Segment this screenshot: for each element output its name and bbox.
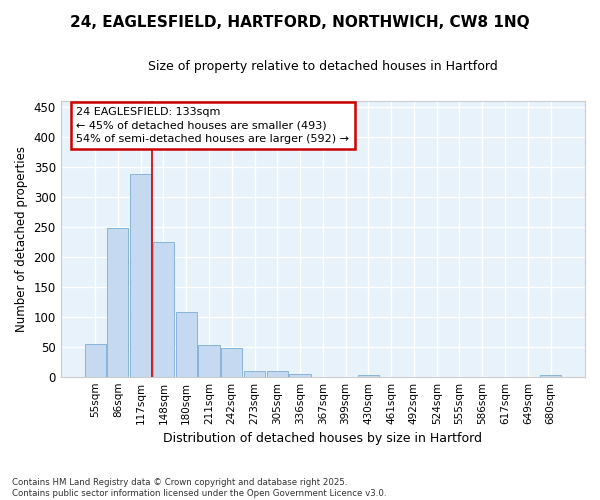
Bar xyxy=(358,375,379,376)
Bar xyxy=(153,242,174,376)
Bar xyxy=(221,348,242,376)
Bar xyxy=(199,345,220,376)
Bar xyxy=(244,370,265,376)
Bar xyxy=(107,228,128,376)
Bar xyxy=(266,370,288,376)
Bar xyxy=(289,374,311,376)
X-axis label: Distribution of detached houses by size in Hartford: Distribution of detached houses by size … xyxy=(163,432,482,445)
Text: 24, EAGLESFIELD, HARTFORD, NORTHWICH, CW8 1NQ: 24, EAGLESFIELD, HARTFORD, NORTHWICH, CW… xyxy=(70,15,530,30)
Bar xyxy=(130,174,151,376)
Bar xyxy=(176,312,197,376)
Text: 24 EAGLESFIELD: 133sqm
← 45% of detached houses are smaller (493)
54% of semi-de: 24 EAGLESFIELD: 133sqm ← 45% of detached… xyxy=(76,108,349,144)
Title: Size of property relative to detached houses in Hartford: Size of property relative to detached ho… xyxy=(148,60,498,73)
Bar xyxy=(85,344,106,376)
Text: Contains HM Land Registry data © Crown copyright and database right 2025.
Contai: Contains HM Land Registry data © Crown c… xyxy=(12,478,386,498)
Y-axis label: Number of detached properties: Number of detached properties xyxy=(15,146,28,332)
